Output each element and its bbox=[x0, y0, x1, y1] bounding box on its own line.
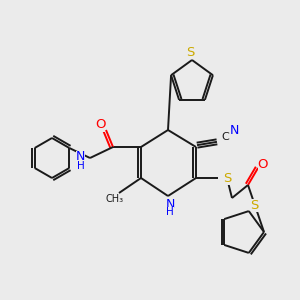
Text: N: N bbox=[165, 197, 175, 211]
Text: C: C bbox=[221, 132, 229, 142]
Text: H: H bbox=[77, 161, 85, 171]
Text: N: N bbox=[76, 151, 85, 164]
Text: S: S bbox=[186, 46, 194, 59]
Text: S: S bbox=[250, 199, 259, 212]
Text: H: H bbox=[166, 207, 174, 217]
Text: O: O bbox=[95, 118, 105, 131]
Text: O: O bbox=[258, 158, 268, 170]
Text: N: N bbox=[230, 124, 239, 137]
Text: CH₃: CH₃ bbox=[106, 194, 124, 204]
Text: S: S bbox=[223, 172, 231, 184]
